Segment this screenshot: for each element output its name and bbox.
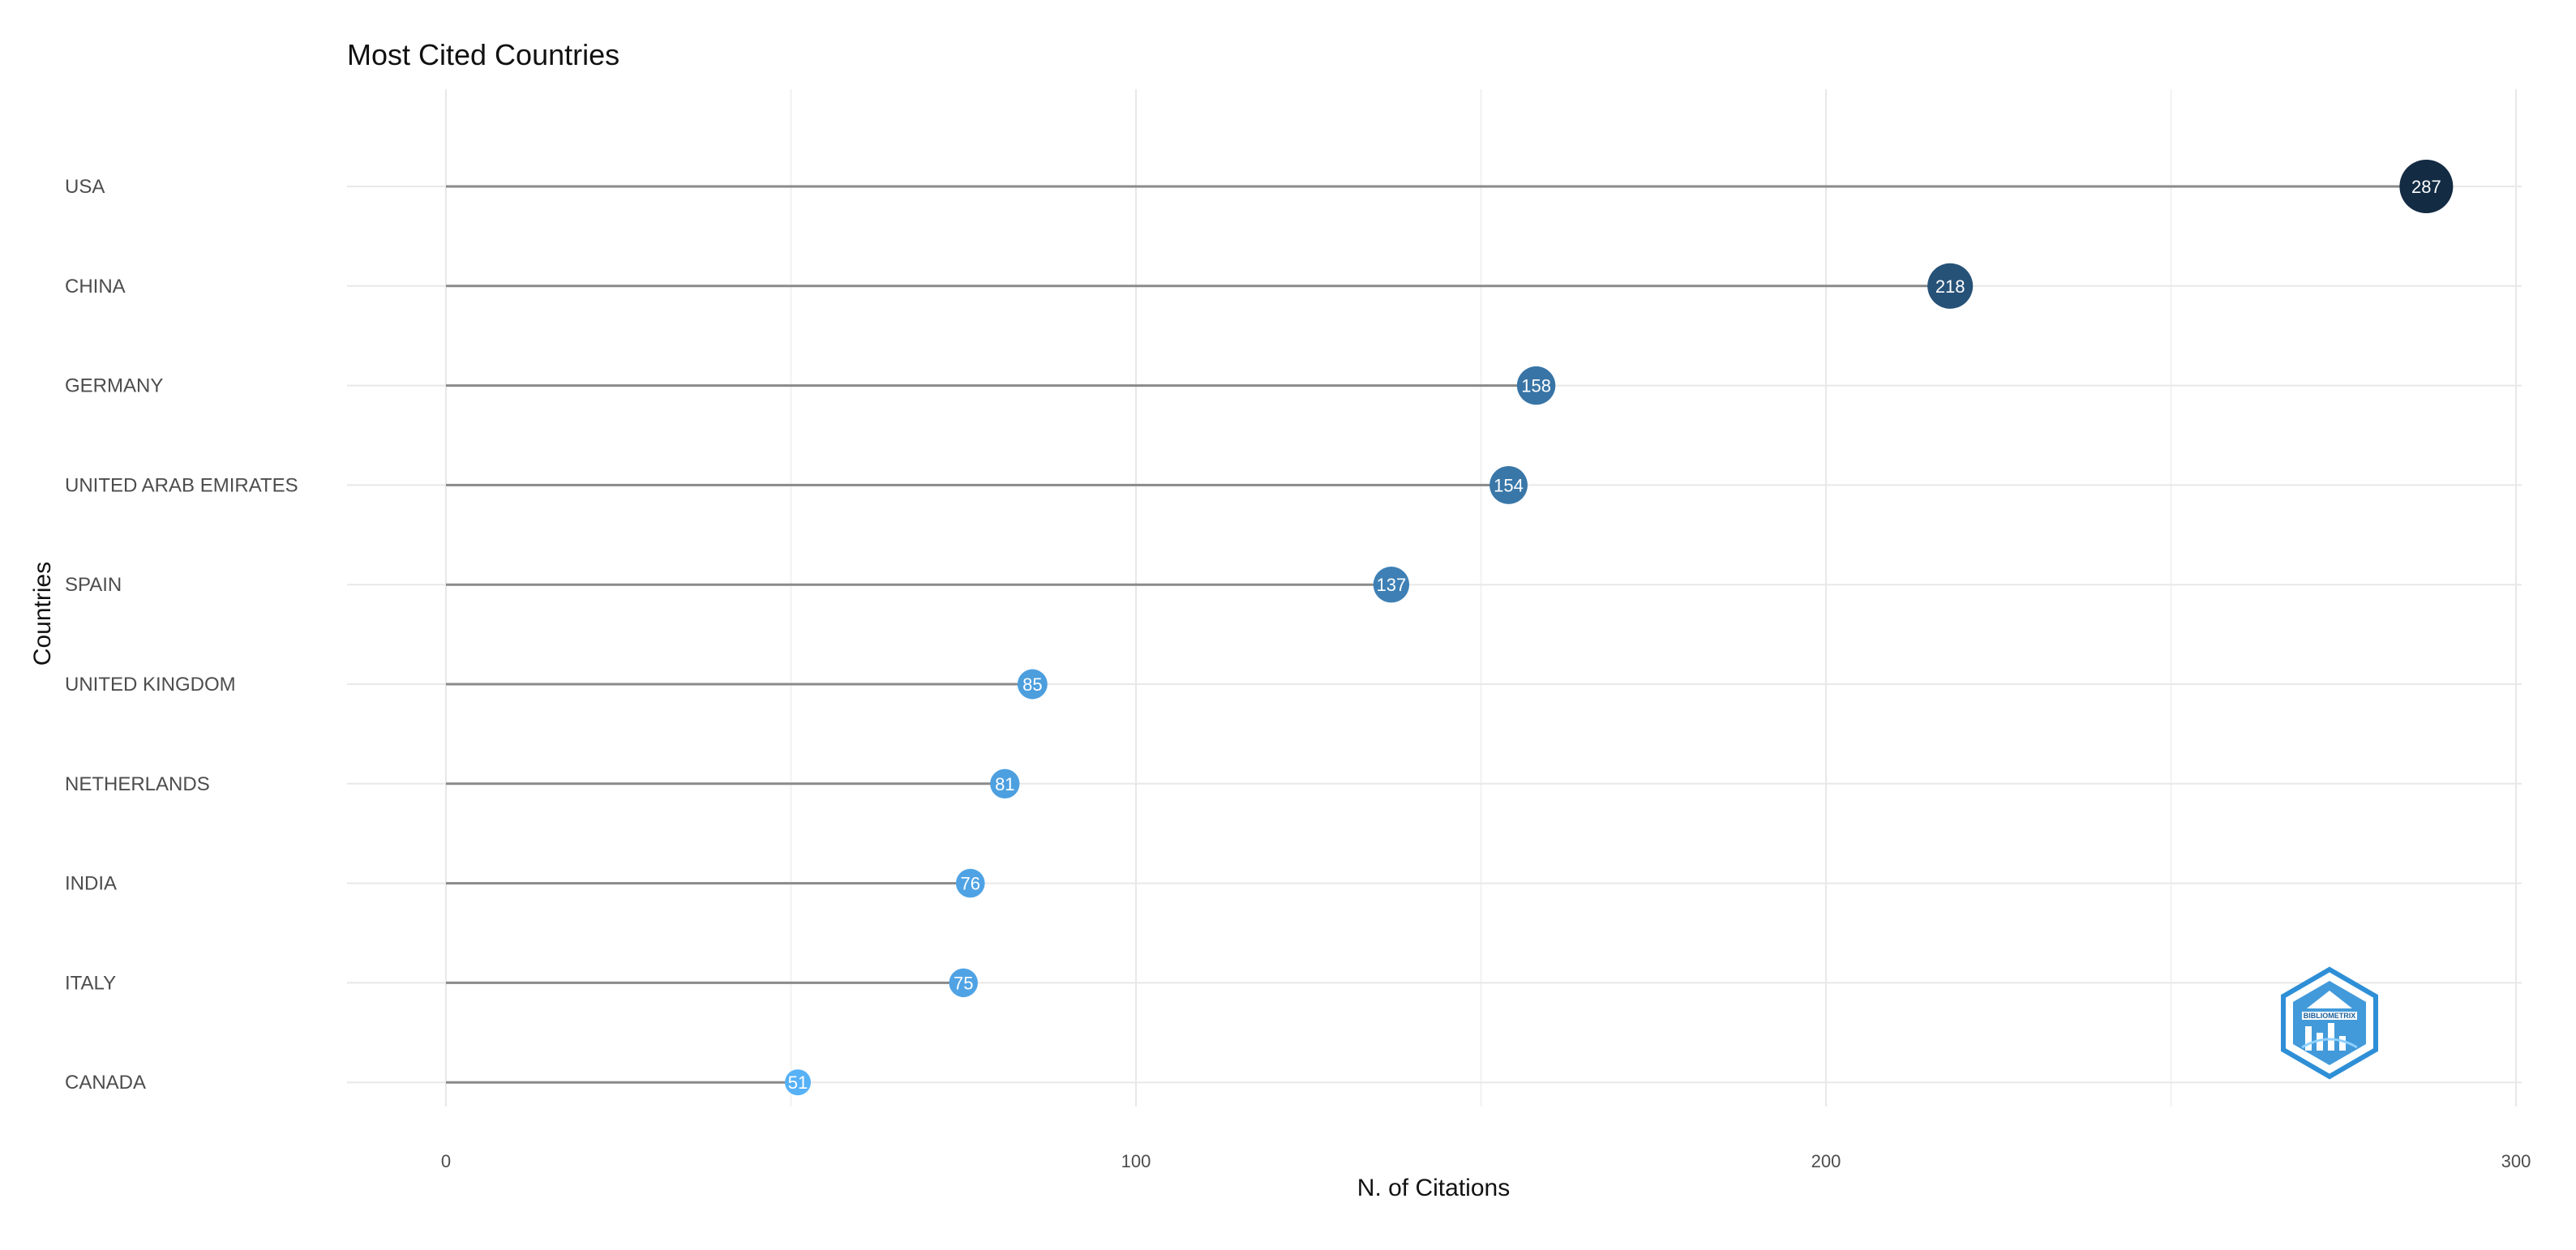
x-tick-label: 200 — [1811, 1151, 1841, 1171]
point-value-label: 287 — [2411, 177, 2441, 197]
category-label: INDIA — [65, 873, 117, 895]
point-value-label: 51 — [788, 1072, 808, 1093]
category-label: ITALY — [65, 972, 116, 994]
lollipop-point — [1017, 669, 1048, 700]
y-axis-title: Countries — [29, 562, 56, 666]
lollipop-point — [1373, 567, 1410, 603]
logo-text: BIBLIOMETRIX — [2304, 1012, 2356, 1020]
category-label: NETHERLANDS — [65, 773, 210, 795]
point-value-label: 137 — [1377, 575, 1407, 595]
lollipop-point — [2399, 160, 2454, 213]
x-tick-label: 300 — [2501, 1151, 2531, 1171]
category-label: UNITED ARAB EMIRATES — [65, 474, 298, 496]
lollipop-point — [1927, 263, 1974, 309]
x-axis-title: N. of Citations — [1357, 1175, 1510, 1201]
point-value-label: 218 — [1935, 276, 1965, 297]
lollipop-point — [955, 868, 985, 898]
x-tick-labels: 0 100 200 300 — [441, 1151, 2531, 1171]
category-label: CHINA — [65, 276, 126, 298]
point-value-label: 81 — [995, 774, 1014, 794]
lollipop-point — [785, 1069, 812, 1096]
category-label: GERMANY — [65, 375, 163, 397]
stems — [446, 185, 2427, 1084]
point-value-label: 154 — [1494, 475, 1524, 495]
point-value-label: 76 — [961, 874, 980, 894]
x-tick-label: 100 — [1121, 1151, 1151, 1171]
category-label: USA — [65, 176, 105, 198]
points: 287 218 158 154 137 85 81 76 75 51 — [785, 160, 2454, 1096]
chart-title: Most Cited Countries — [347, 38, 619, 71]
category-labels: USA CHINA GERMANY UNITED ARAB EMIRATES SPAIN… — [65, 176, 298, 1094]
point-value-label: 158 — [1521, 376, 1551, 396]
point-value-label: 85 — [1022, 674, 1042, 695]
lollipop-point — [1516, 366, 1556, 405]
bibliometrix-logo: BIBLIOMETRIX — [2281, 966, 2378, 1080]
point-value-label: 75 — [954, 973, 973, 993]
category-label: UNITED KINGDOM — [65, 674, 236, 696]
lollipop-point — [990, 768, 1020, 798]
category-label: CANADA — [65, 1072, 146, 1094]
lollipop-point — [949, 968, 978, 998]
lollipop-point — [1489, 465, 1528, 504]
x-tick-label: 0 — [441, 1151, 451, 1171]
grid — [347, 89, 2522, 1107]
category-label: SPAIN — [65, 574, 122, 596]
